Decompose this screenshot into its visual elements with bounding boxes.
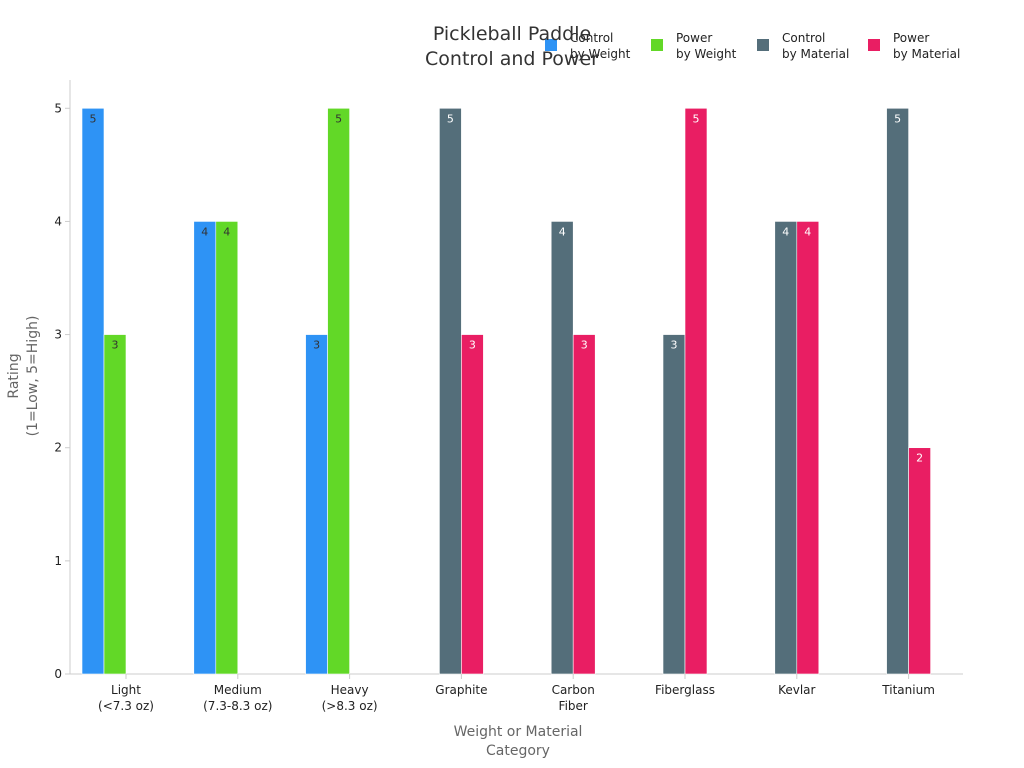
data-label: 2 (916, 452, 923, 465)
data-label: 5 (335, 112, 342, 125)
data-label: 4 (223, 225, 230, 238)
data-label: 4 (782, 225, 789, 238)
bar[interactable] (103, 334, 127, 675)
bar[interactable] (327, 107, 350, 675)
y-tick-label: 1 (54, 554, 62, 568)
bar[interactable] (774, 221, 798, 675)
y-tick-label: 2 (54, 441, 62, 455)
chart-title: Pickleball Paddle Control and Power (425, 23, 599, 70)
legend-swatch[interactable] (651, 39, 663, 51)
bar[interactable] (662, 334, 686, 675)
bar[interactable] (215, 221, 239, 675)
bar[interactable] (439, 107, 462, 675)
bar[interactable] (684, 107, 708, 675)
data-label: 3 (112, 339, 119, 352)
bar[interactable] (796, 221, 820, 675)
data-label: 4 (559, 225, 566, 238)
bar[interactable] (908, 447, 931, 675)
x-tick-label: Titanium (881, 683, 935, 697)
x-tick-label: Carbon Fiber (552, 683, 595, 713)
data-label: 5 (90, 112, 97, 125)
legend-label: Control by Material (782, 31, 849, 61)
x-tick-label: Fiberglass (655, 683, 715, 697)
data-label: 5 (894, 112, 901, 125)
y-tick-label: 3 (54, 328, 62, 342)
x-tick-label: Medium (7.3-8.3 oz) (203, 683, 272, 713)
legend-label: Power by Weight (676, 31, 737, 61)
bar[interactable] (461, 334, 484, 675)
x-axis-title: Weight or Material Category (454, 724, 583, 759)
bar[interactable] (193, 221, 217, 675)
x-tick-label: Graphite (435, 683, 487, 697)
y-tick-label: 4 (54, 214, 62, 228)
data-label: 4 (201, 225, 208, 238)
bar[interactable] (886, 107, 909, 675)
data-label: 5 (693, 112, 700, 125)
x-tick-label: Kevlar (778, 683, 815, 697)
legend-swatch[interactable] (757, 39, 769, 51)
y-axis-title: Rating (1=Low, 5=High) (6, 316, 41, 437)
bar[interactable] (305, 334, 328, 675)
x-tick-label: Heavy (>8.3 oz) (322, 683, 378, 713)
data-label: 3 (581, 339, 588, 352)
legend-swatch[interactable] (868, 39, 880, 51)
y-tick-label: 5 (54, 101, 62, 115)
bar[interactable] (550, 221, 574, 675)
legend-label: Power by Material (893, 31, 960, 61)
legend-swatch[interactable] (545, 39, 557, 51)
legend-label: Control by Weight (570, 31, 631, 61)
data-label: 3 (671, 339, 678, 352)
data-label: 5 (447, 112, 454, 125)
data-label: 4 (804, 225, 811, 238)
data-label: 3 (313, 339, 320, 352)
bar[interactable] (572, 334, 596, 675)
x-tick-label: Light (<7.3 oz) (98, 683, 154, 713)
data-label: 3 (469, 339, 476, 352)
y-tick-label: 0 (54, 667, 62, 681)
bar[interactable] (81, 107, 105, 675)
